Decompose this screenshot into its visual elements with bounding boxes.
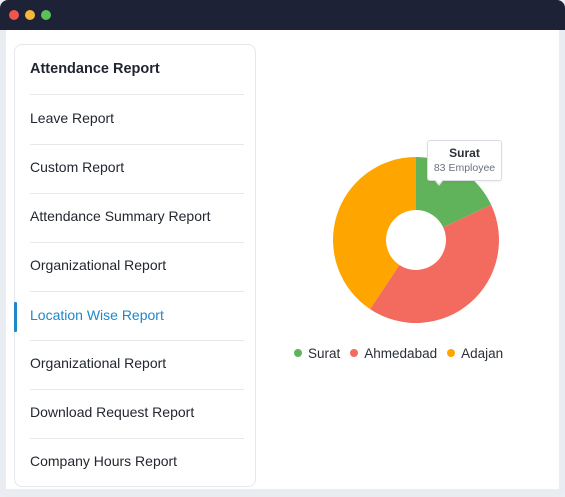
divider bbox=[30, 340, 244, 341]
sidebar-title: Attendance Report bbox=[30, 61, 160, 77]
legend-label: Surat bbox=[308, 345, 341, 361]
sidebar-item-leave-report[interactable]: Leave Report bbox=[15, 95, 255, 143]
chart-area: Surat 83 Employee Surat Ahmedabad Adajan bbox=[6, 30, 559, 489]
sidebar-item-label: Location Wise Report bbox=[30, 307, 164, 323]
sidebar-item-label: Attendance Summary Report bbox=[30, 208, 211, 224]
sidebar-item-organizational-report-2[interactable]: Organizational Report bbox=[15, 340, 255, 388]
sidebar-item-company-hours-report[interactable]: Company Hours Report bbox=[15, 438, 255, 486]
close-window-icon[interactable] bbox=[9, 10, 19, 20]
report-sidebar: Attendance Report Leave Report Custom Re… bbox=[14, 44, 256, 487]
sidebar-item-label: Leave Report bbox=[30, 110, 115, 126]
legend-item-adajan[interactable]: Adajan bbox=[447, 346, 503, 361]
divider bbox=[30, 242, 244, 243]
sidebar-item-organizational-report[interactable]: Organizational Report bbox=[15, 242, 255, 290]
minimize-window-icon[interactable] bbox=[25, 10, 35, 20]
divider bbox=[30, 291, 244, 292]
sidebar-item-label: Organizational Report bbox=[30, 257, 167, 273]
sidebar-item-custom-report[interactable]: Custom Report bbox=[15, 144, 255, 192]
title-bar bbox=[0, 0, 565, 30]
sidebar-item-download-request-report[interactable]: Download Request Report bbox=[15, 389, 255, 437]
maximize-window-icon[interactable] bbox=[41, 10, 51, 20]
divider bbox=[30, 389, 244, 390]
sidebar-item-label: Organizational Report bbox=[30, 355, 167, 371]
legend-item-surat[interactable]: Surat bbox=[294, 346, 340, 361]
chart-legend: Surat Ahmedabad Adajan bbox=[294, 344, 513, 362]
pie-slice-ahmedabad[interactable] bbox=[370, 204, 499, 323]
main-content: Attendance Report Leave Report Custom Re… bbox=[6, 30, 559, 489]
divider bbox=[30, 193, 244, 194]
legend-dot bbox=[447, 349, 456, 357]
sidebar-item-label: Custom Report bbox=[30, 159, 125, 175]
sidebar-item-label: Download Request Report bbox=[30, 404, 195, 420]
legend-label: Adajan bbox=[461, 345, 504, 361]
legend-item-ahmedabad[interactable]: Ahmedabad bbox=[350, 346, 437, 361]
tooltip-title: Surat bbox=[449, 146, 480, 160]
donut-chart bbox=[332, 157, 499, 323]
sidebar-item-attendance-summary-report[interactable]: Attendance Summary Report bbox=[15, 193, 255, 241]
pie-slice-adajan[interactable] bbox=[332, 157, 416, 310]
chart-tooltip: Surat 83 Employee bbox=[427, 140, 502, 186]
tooltip-value: 83 Employee bbox=[433, 162, 496, 174]
sidebar-item-location-wise-report[interactable]: Location Wise Report bbox=[14, 292, 255, 340]
divider bbox=[30, 94, 244, 95]
tooltip-arrow-inner bbox=[435, 179, 443, 184]
legend-dot bbox=[350, 349, 359, 357]
active-indicator bbox=[14, 302, 17, 332]
legend-dot bbox=[294, 349, 302, 357]
divider bbox=[30, 144, 244, 145]
sidebar-item-label: Company Hours Report bbox=[30, 453, 178, 469]
legend-label: Ahmedabad bbox=[364, 345, 438, 361]
divider bbox=[30, 438, 244, 439]
